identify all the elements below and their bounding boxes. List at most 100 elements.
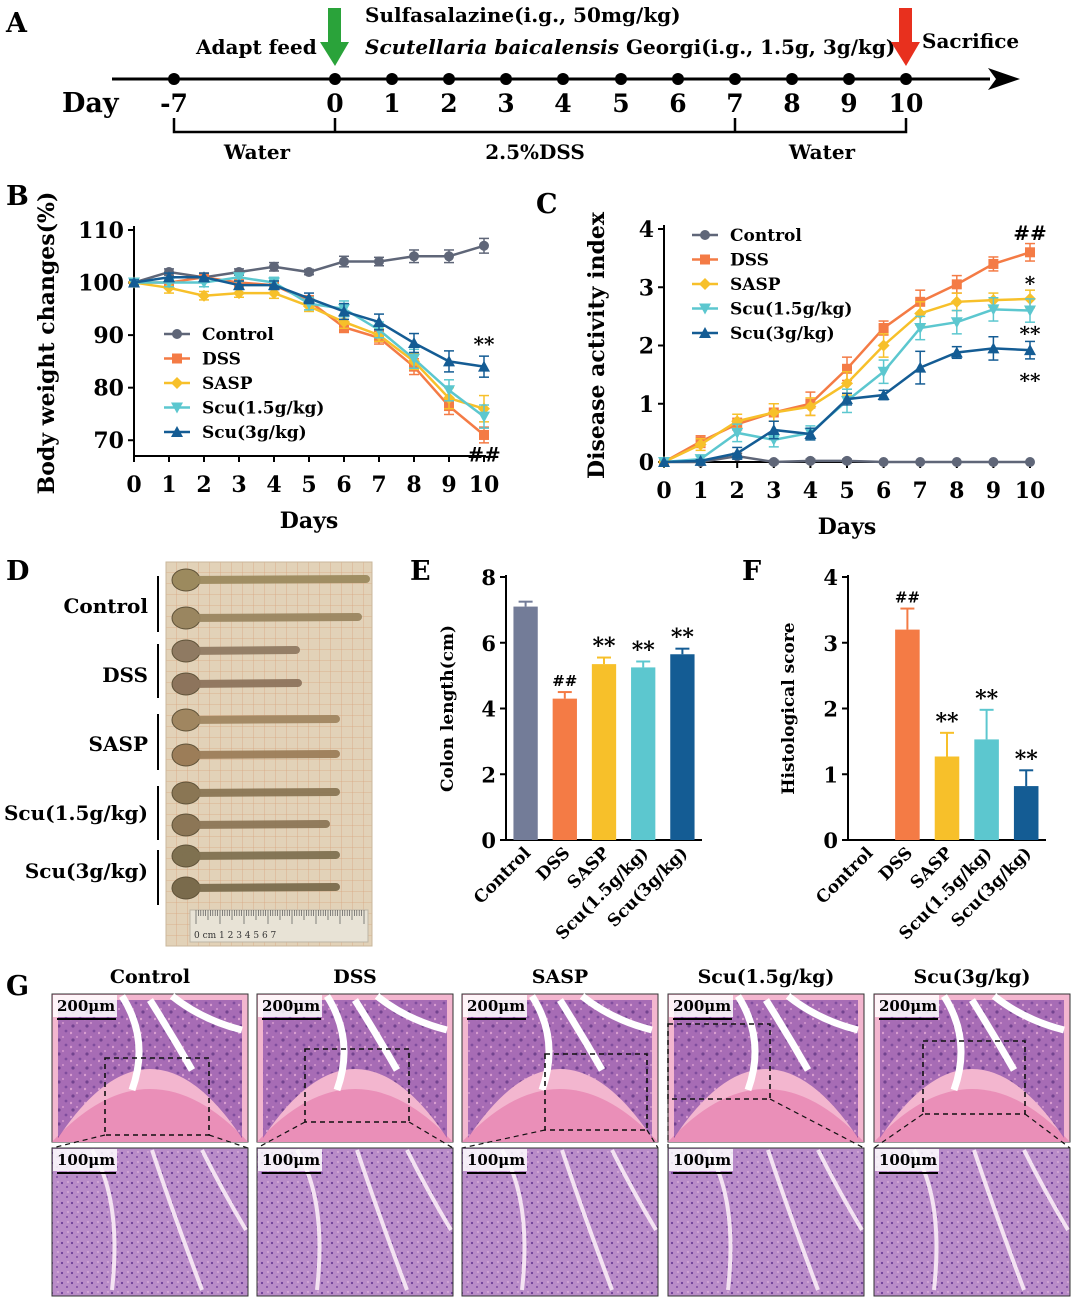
data-point	[339, 256, 349, 267]
x-tick-label: 6	[876, 478, 891, 504]
data-point	[1024, 305, 1036, 317]
data-point	[444, 251, 454, 262]
legend-label: SASP	[202, 374, 253, 394]
data-point	[171, 426, 183, 437]
y-tick-label: 110	[78, 218, 124, 244]
x-tick-label: 4	[266, 472, 281, 498]
submucosa	[462, 1089, 658, 1142]
scale-label: 100μm	[673, 1151, 731, 1169]
timeline-dot	[672, 73, 684, 85]
data-point	[1025, 247, 1035, 258]
legend-label: DSS	[730, 251, 769, 271]
timeline-dot	[500, 73, 512, 85]
ruler-text: 0 cm 1 2 3 4 5 6 7	[194, 931, 277, 941]
data-point	[1025, 457, 1035, 467]
zoom-connector	[208, 1134, 249, 1149]
colon-strip	[182, 575, 370, 584]
lumen	[119, 993, 243, 1092]
x-tick-label: 7	[913, 478, 928, 504]
x-tick-label: 4	[803, 478, 818, 504]
x-tick-label: 5	[839, 478, 854, 504]
scale-box	[53, 1149, 117, 1171]
significance-mark: **	[975, 686, 999, 712]
x-axis-title: Days	[818, 514, 877, 540]
data-point	[163, 271, 175, 283]
timeline-day-label: 6	[669, 89, 686, 118]
y-tick-label: 2	[823, 697, 838, 722]
timeline-day-label: 7	[726, 89, 743, 118]
timeline-dot	[786, 73, 798, 85]
drug-name-rest: Georgi(i.g., 1.5g, 3g/kg)	[619, 35, 895, 59]
data-point	[804, 428, 817, 440]
zoom-box	[544, 1053, 648, 1131]
drug-name-italic: Scutellaria baicalensis	[365, 35, 619, 59]
timeline-day-label: 1	[383, 89, 400, 118]
data-point	[172, 329, 182, 339]
colon-strip	[182, 679, 302, 688]
significance-mark: ##	[895, 589, 920, 607]
zoom-box	[922, 1040, 1026, 1115]
timeline-day-label: 4	[554, 89, 571, 118]
timeline-dot	[168, 73, 180, 85]
y-axis-title: Body weight changes(%)	[34, 192, 60, 495]
histology-group-label: Control	[110, 966, 190, 988]
histology-group-label: Scu(3g/kg)	[914, 966, 1031, 988]
x-tick-label: 10	[469, 472, 500, 498]
bar	[513, 606, 538, 840]
x-tick-label: 8	[949, 478, 964, 504]
histology-group-label: SASP	[532, 966, 588, 988]
timeline-day-label: 0	[326, 89, 343, 118]
x-tick-label: 10	[1015, 478, 1046, 504]
scale-box	[258, 995, 322, 1017]
legend-label: SASP	[730, 275, 781, 295]
timeline-day-label: 2	[440, 89, 457, 118]
y-tick-label: 4	[481, 697, 496, 722]
bar	[974, 739, 999, 840]
scale-label: 200μm	[467, 997, 525, 1015]
significance-mark: **	[671, 625, 695, 651]
y-tick-label: 90	[93, 323, 124, 349]
mucosa	[880, 1000, 1064, 1138]
data-point	[805, 455, 816, 466]
data-point	[1024, 344, 1036, 356]
zoom-connector	[256, 1121, 306, 1149]
legend-label: Control	[730, 226, 802, 246]
scale-box	[669, 995, 733, 1017]
zoom-connector	[51, 1134, 106, 1149]
body-weight-chart: 70 80 90 100 110 0 1 2 3 4 5 6 7 8 9 10 Days Body weight …	[34, 192, 501, 534]
data-point	[877, 339, 890, 352]
x-tick-label: Control	[812, 843, 877, 908]
timeline-day-label: 3	[497, 89, 514, 118]
water-phase-2: Water	[788, 140, 856, 164]
x-tick-label: 1	[161, 472, 176, 498]
colon-strip	[182, 788, 340, 797]
zoom-box	[304, 1048, 410, 1123]
x-tick-label: 9	[986, 478, 1001, 504]
timeline-dot	[900, 73, 912, 85]
dss-phase: 2.5%DSS	[485, 140, 585, 164]
data-point	[878, 457, 889, 467]
data-point	[699, 278, 711, 290]
drug-line-2: Scutellaria baicalensis Georgi(i.g., 1.5…	[365, 35, 895, 59]
timeline-dot	[615, 73, 627, 85]
histology-grid: Control 200μm 100μm DSS 200μm 100μm SASP 200μm 1…	[51, 966, 1071, 1297]
timeline-dot	[386, 73, 398, 85]
sacrifice-arrow-icon	[891, 8, 920, 66]
timeline-arrowhead	[988, 68, 1020, 90]
zoom-connector	[1024, 1113, 1071, 1149]
x-tick-label: 3	[766, 478, 781, 504]
data-point	[171, 377, 183, 389]
photo-group-label: Scu(3g/kg)	[25, 859, 148, 883]
data-point	[951, 279, 962, 290]
significance-mark: ##	[467, 442, 501, 466]
colon-strip	[182, 646, 300, 655]
histology-group-label: DSS	[333, 966, 377, 988]
data-point	[700, 254, 710, 265]
submucosa	[257, 1089, 453, 1142]
timeline-bracket	[172, 118, 908, 134]
data-point	[128, 276, 140, 288]
